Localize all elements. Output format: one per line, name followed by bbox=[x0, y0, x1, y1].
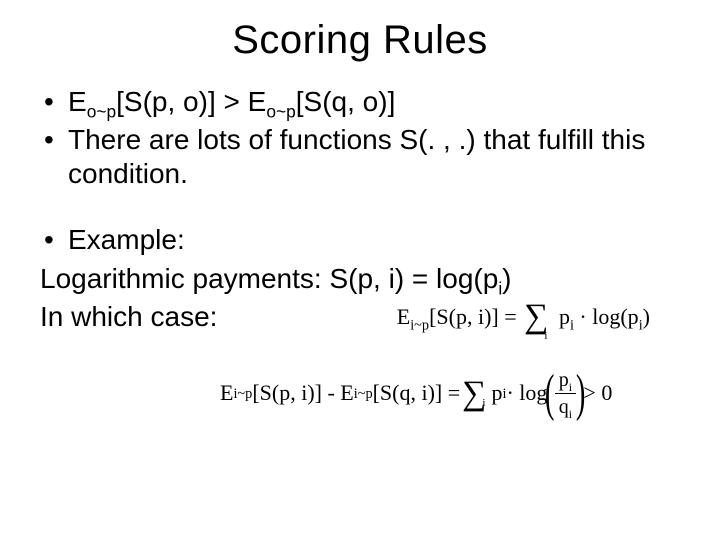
fraction: piqi bbox=[555, 368, 576, 420]
text-fragment: E bbox=[220, 380, 233, 407]
text-fragment: p bbox=[553, 304, 570, 329]
text-fragment: E bbox=[397, 304, 410, 329]
line-log-payments: Logarithmic payments: S(p, i) = log(pi) bbox=[40, 262, 680, 296]
spacer bbox=[40, 195, 680, 223]
formula-expectation-sum: Ei~p[S(p, i)] = ∑i pi · log(pi) bbox=[397, 304, 650, 334]
text-fragment: p bbox=[559, 369, 569, 391]
sigma-icon: ∑ bbox=[524, 307, 548, 327]
bullet-functions: There are lots of functions S(. , .) tha… bbox=[40, 123, 680, 191]
subscript: o~p bbox=[266, 102, 295, 122]
text-fragment: > 0 bbox=[583, 380, 612, 407]
text-fragment: q bbox=[559, 396, 569, 418]
text-fragment: p bbox=[491, 380, 502, 407]
subscript: i bbox=[569, 407, 572, 421]
subscript: i bbox=[482, 397, 485, 410]
subscript: o~p bbox=[87, 102, 116, 122]
text-fragment: · log bbox=[506, 380, 547, 407]
text-fragment: ) bbox=[502, 263, 511, 294]
subscript: i bbox=[569, 380, 572, 394]
slide: Scoring Rules Eo~p[S(p, o)] > Eo~p[S(q, … bbox=[0, 0, 720, 540]
text-fragment: [S(q, o)] bbox=[296, 86, 396, 117]
text-fragment: [S(p, i)] = bbox=[429, 304, 522, 329]
subscript: i~p bbox=[410, 317, 429, 333]
numerator: pi bbox=[555, 368, 576, 394]
text-fragment: [S(q, i)] = bbox=[373, 380, 461, 407]
text-fragment: ) bbox=[643, 304, 650, 329]
slide-body: Eo~p[S(p, o)] > Eo~p[S(q, o)] There are … bbox=[0, 63, 720, 488]
denominator: qi bbox=[555, 394, 576, 419]
text-fragment: E bbox=[68, 86, 87, 117]
text-fragment: [S(p, i)] - E bbox=[252, 380, 353, 407]
text-fragment: Logarithmic payments: S(p, i) = log(p bbox=[40, 263, 498, 294]
formula-kl-divergence: Ei~p[S(p, i)] - Ei~p[S(q, i)] = ∑i pi · … bbox=[220, 368, 612, 420]
subscript: i bbox=[544, 330, 547, 342]
bullet-inequality: Eo~p[S(p, o)] > Eo~p[S(q, o)] bbox=[40, 85, 680, 119]
bullet-example: Example: bbox=[40, 223, 680, 257]
text-fragment: · log(p bbox=[574, 304, 639, 329]
slide-title: Scoring Rules bbox=[0, 0, 720, 63]
formula-block: Ei~p[S(p, i)] = ∑i pi · log(pi) Ei~p[S(p… bbox=[40, 338, 680, 488]
text-fragment: [S(p, o)] > E bbox=[116, 86, 266, 117]
